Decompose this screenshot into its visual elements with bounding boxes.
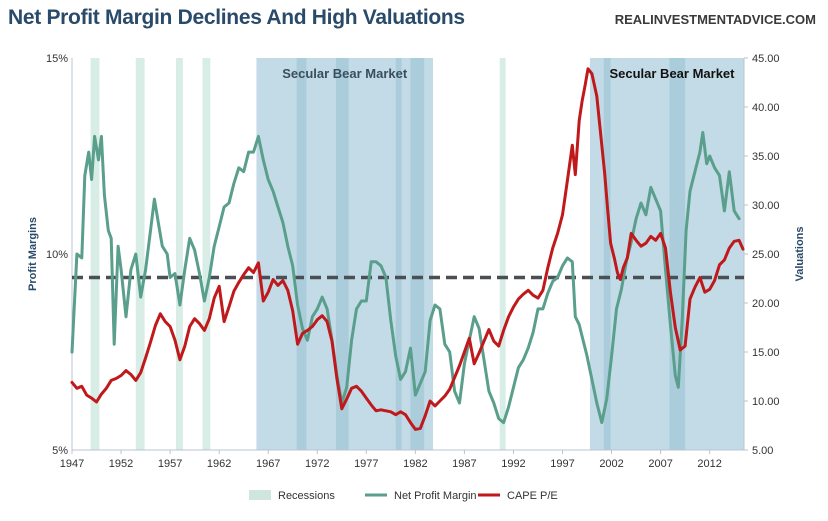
left-axis-label: Profit Margins [27,217,39,291]
x-tick-label: 2012 [697,458,721,470]
right-tick-label: 45.00 [752,53,780,65]
recession-band-2 [135,58,145,450]
legend-label-2: Net Profit Margin [394,490,477,502]
secular-bear-label-1: Secular Bear Market [282,66,408,81]
right-tick-label: 10.00 [752,396,780,408]
chart-title: Net Profit Margin Declines And High Valu… [8,6,465,29]
axes: 1947 1952 1957 1962 1967 1972 1977 1982 1987 1992… [46,53,780,470]
recession-band-9 [499,58,506,450]
x-tick-label: 2002 [599,458,623,470]
x-tick-label: 1972 [305,458,329,470]
x-tick-label: 1977 [354,458,378,470]
recession-band-7 [395,58,402,450]
x-tick-label: 1982 [403,458,427,470]
recession-band-8 [410,58,425,450]
shaded-regions [90,58,744,450]
right-axis-label: Valuations [794,226,806,281]
left-tick-label: 10% [46,249,68,261]
x-tick-label: 1967 [256,458,280,470]
right-tick-label: 20.00 [752,298,780,310]
x-tick-label: 2007 [648,458,672,470]
legend: Recessions Net Profit Margin CAPE P/E [249,490,558,502]
recession-band-1 [90,58,100,450]
legend-swatch-1 [249,490,271,500]
series-line-cape-p-e [70,67,745,431]
x-tick-label: 1952 [109,458,133,470]
recession-band-4 [202,58,211,450]
x-tick-label: 1997 [550,458,574,470]
right-tick-label: 40.00 [752,102,780,114]
legend-label-3: CAPE P/E [507,490,558,502]
recession-band-5 [296,58,307,450]
x-tick-label: 1947 [60,458,84,470]
label-layer: Profit Margins Valuations Secular Bear M… [27,66,806,291]
right-tick-label: 15.00 [752,347,780,359]
series-layer [70,67,745,431]
x-tick-label: 1992 [501,458,525,470]
left-tick-label: 15% [46,53,68,65]
left-tick-label: 5% [52,445,68,457]
recession-band-11 [669,58,686,450]
right-tick-label: 30.00 [752,200,780,212]
x-tick-label: 1957 [158,458,182,470]
recession-band-3 [175,58,183,450]
recession-band-10 [603,58,611,450]
recession-band-6 [335,58,349,450]
legend-label-1: Recessions [278,490,335,502]
x-tick-label: 1987 [452,458,476,470]
right-tick-label: 35.00 [752,151,780,163]
right-tick-label: 25.00 [752,249,780,261]
secular-bear-label-2: Secular Bear Market [609,66,735,81]
right-tick-label: 5.00 [752,445,773,457]
site-credit: REALINVESTMENTADVICE.COM [614,12,816,27]
x-tick-label: 1962 [207,458,231,470]
